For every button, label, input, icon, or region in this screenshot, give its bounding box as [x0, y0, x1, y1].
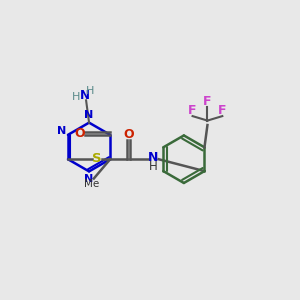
Text: Me: Me: [84, 179, 99, 189]
Text: N: N: [148, 151, 158, 164]
Text: H: H: [148, 160, 157, 173]
Text: F: F: [218, 104, 226, 117]
Text: F: F: [203, 95, 212, 108]
Text: O: O: [74, 127, 85, 140]
Text: N: N: [84, 110, 94, 120]
Text: N: N: [84, 174, 94, 184]
Text: H: H: [86, 86, 95, 96]
Text: N: N: [57, 126, 66, 136]
Text: H: H: [71, 92, 80, 102]
Text: N: N: [80, 89, 90, 102]
Text: O: O: [124, 128, 134, 141]
Text: S: S: [92, 152, 101, 165]
Text: F: F: [188, 104, 197, 117]
